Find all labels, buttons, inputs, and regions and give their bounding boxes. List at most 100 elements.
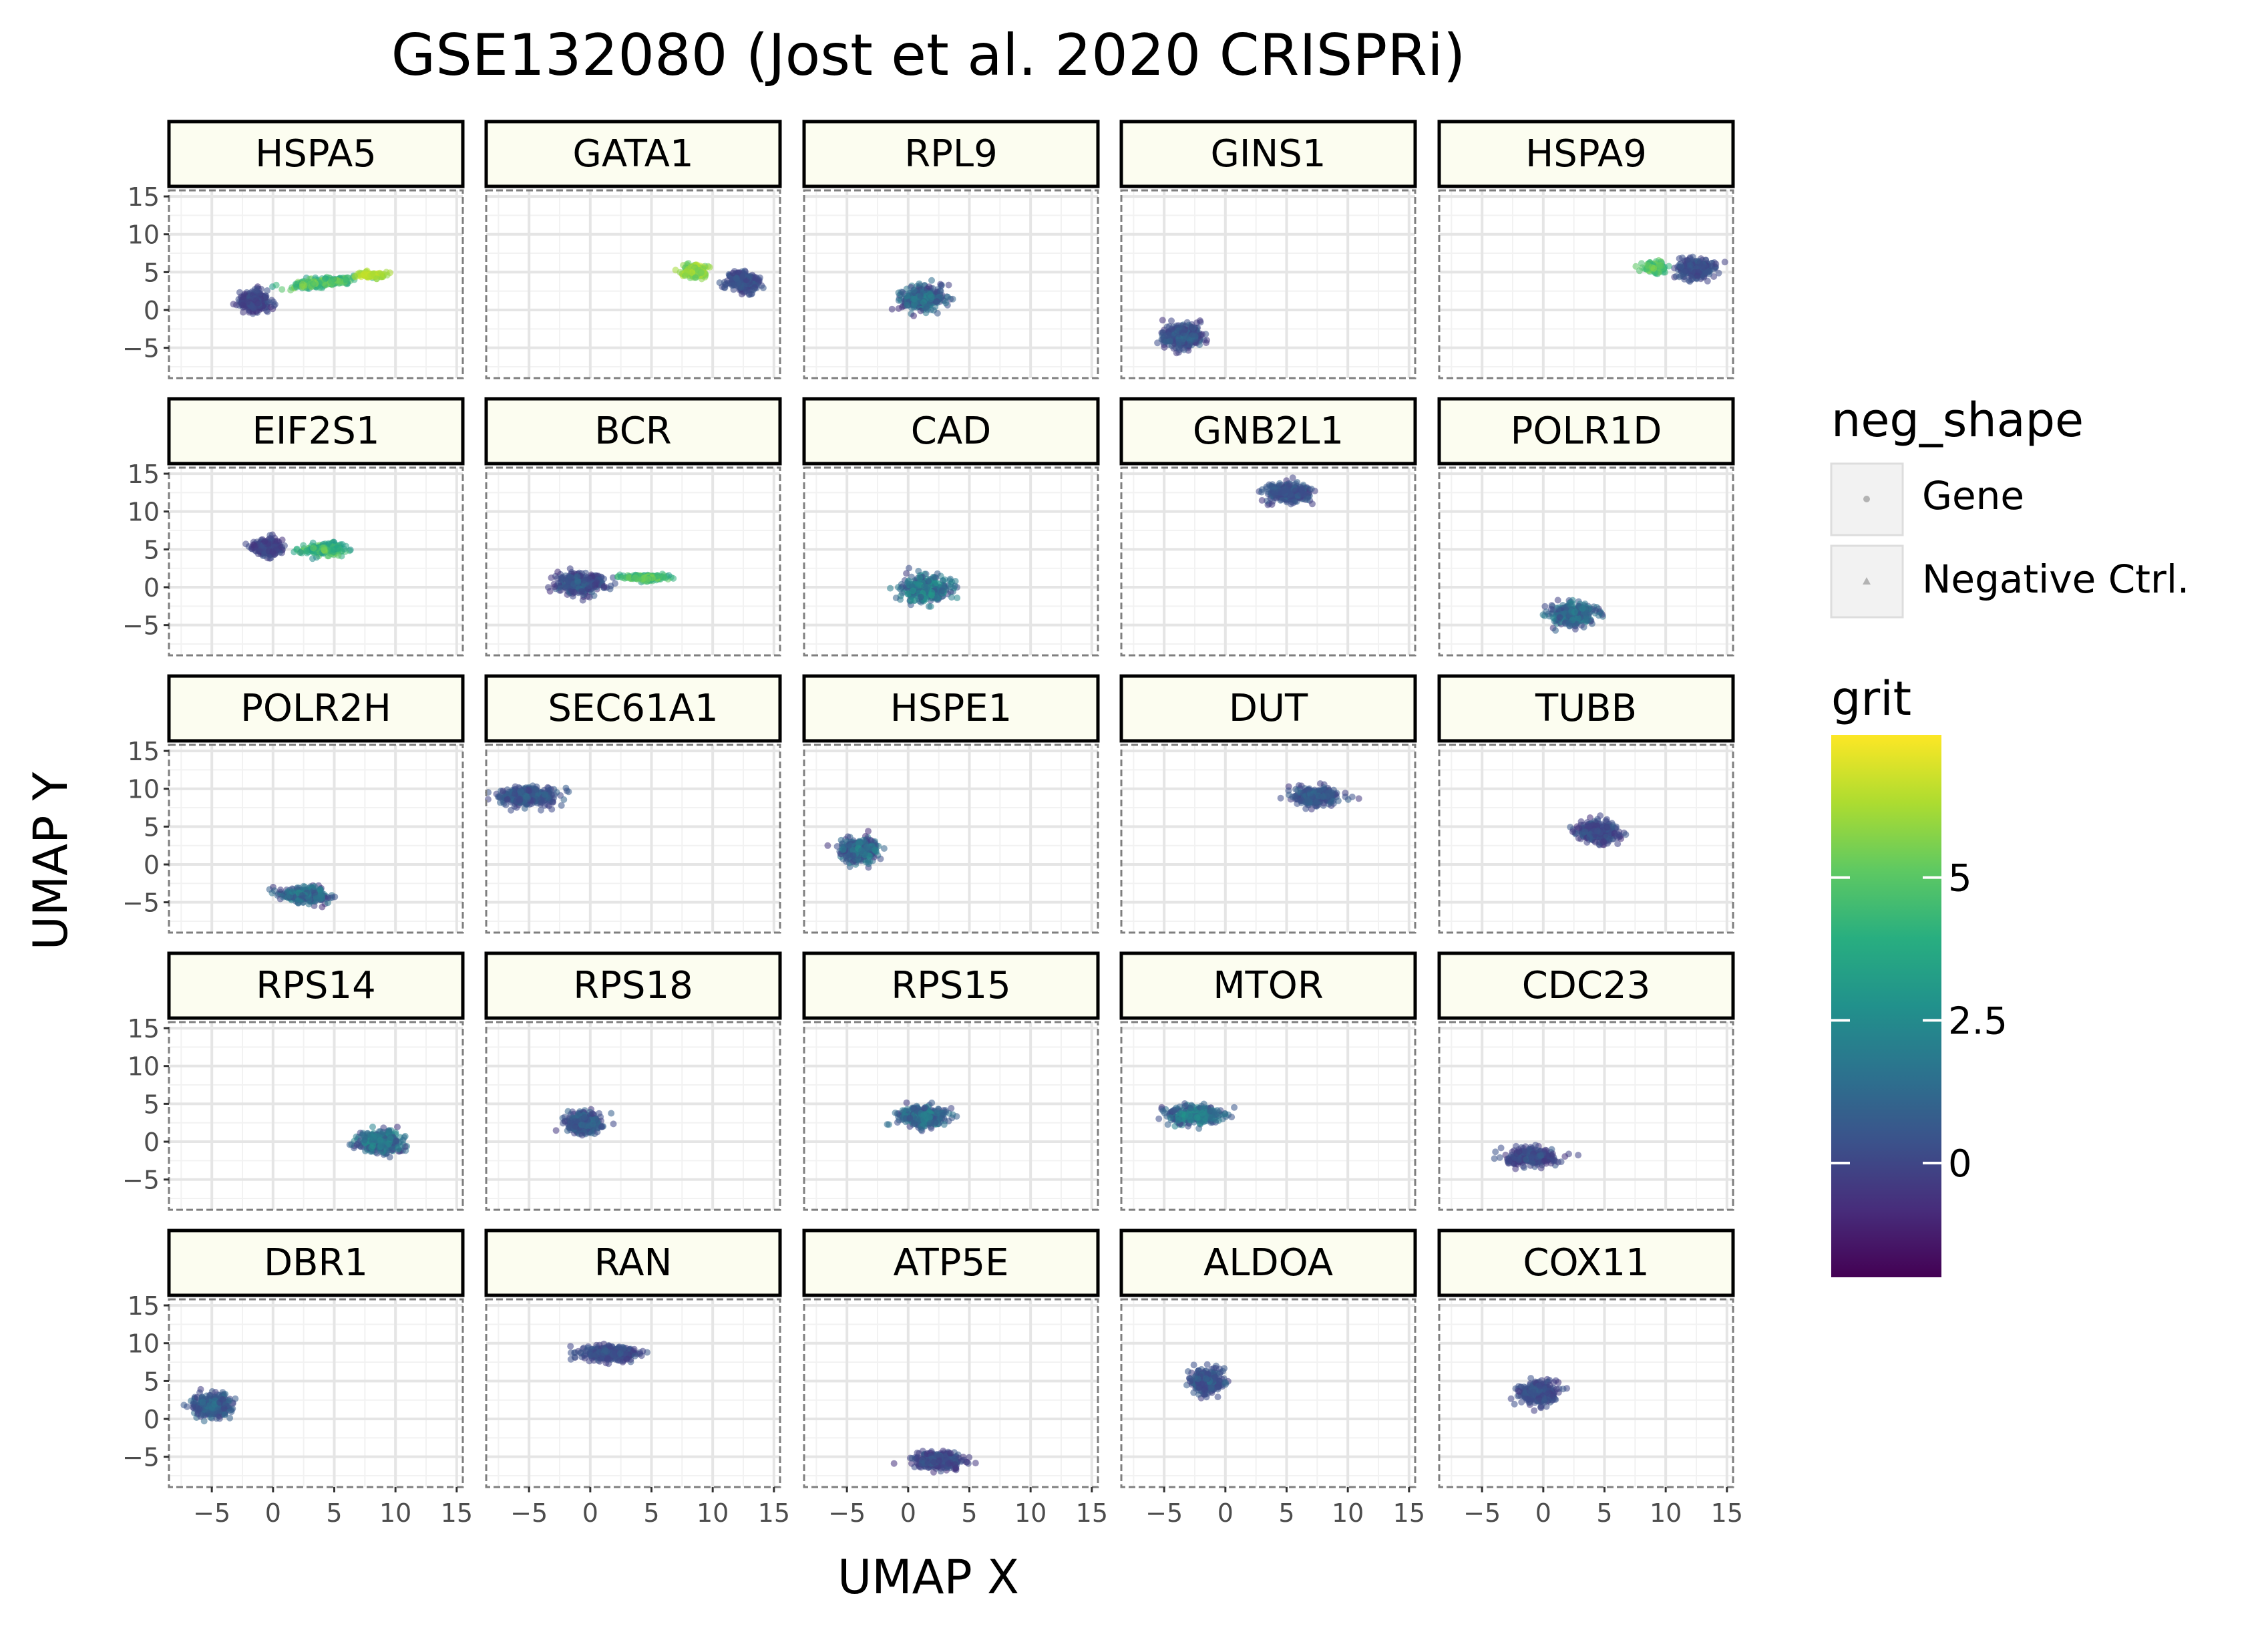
- data-point: [759, 285, 767, 291]
- data-point: [934, 309, 941, 317]
- data-point: [743, 287, 750, 295]
- data-point: [917, 292, 924, 299]
- data-point: [951, 583, 958, 590]
- data-point: [264, 308, 271, 315]
- data-point: [526, 787, 533, 794]
- facet-panel: SEC61A1: [484, 674, 782, 934]
- data-point: [1684, 267, 1692, 274]
- data-point: [322, 275, 329, 282]
- data-point: [1203, 339, 1209, 347]
- data-point: [904, 301, 910, 309]
- data-point: [277, 886, 284, 893]
- data-point: [598, 573, 605, 581]
- data-point: [240, 309, 247, 316]
- y-tick-label: −5: [122, 334, 160, 363]
- data-point: [246, 309, 253, 316]
- data-point: [910, 587, 916, 595]
- data-point: [1567, 602, 1575, 609]
- data-point: [518, 790, 525, 796]
- data-point: [698, 269, 705, 276]
- data-point: [924, 585, 931, 593]
- data-point: [892, 595, 900, 601]
- data-point: [342, 276, 349, 283]
- data-point: [319, 903, 326, 911]
- data-point: [317, 891, 325, 899]
- data-point: [1556, 614, 1563, 621]
- data-point: [322, 281, 329, 289]
- data-point: [1280, 487, 1288, 494]
- facet-panel: HSPA9: [1437, 120, 1735, 379]
- y-tick-label: 5: [144, 535, 160, 564]
- data-point: [1166, 337, 1173, 345]
- data-point: [749, 287, 757, 294]
- data-point: [310, 544, 317, 552]
- data-point: [1565, 620, 1573, 627]
- data-point: [865, 828, 872, 835]
- data-point: [333, 541, 340, 548]
- data-point: [706, 264, 713, 271]
- data-point: [916, 575, 924, 582]
- facet-strip: [167, 120, 465, 188]
- data-point: [904, 293, 911, 300]
- data-point: [586, 582, 593, 589]
- data-point: [554, 568, 562, 576]
- y-tick-label: 10: [128, 775, 160, 804]
- data-point: [1164, 332, 1171, 339]
- data-point: [383, 269, 390, 276]
- y-tick-label: 15: [128, 460, 160, 489]
- facet-strip-label: BCR: [594, 410, 671, 453]
- data-point: [574, 573, 581, 580]
- data-point: [295, 899, 302, 907]
- y-axis-label: UMAP Y: [23, 772, 78, 950]
- data-point: [532, 786, 540, 793]
- data-point: [299, 281, 306, 288]
- data-point: [942, 299, 950, 307]
- y-tick-label: −5: [122, 888, 160, 918]
- data-point: [916, 280, 923, 287]
- data-point: [292, 281, 299, 288]
- data-point: [897, 586, 904, 593]
- data-point: [297, 548, 304, 556]
- data-point: [237, 293, 244, 301]
- data-point: [1289, 474, 1296, 482]
- data-point: [910, 287, 918, 294]
- data-point: [888, 305, 896, 313]
- data-point: [933, 298, 940, 305]
- data-point: [1595, 612, 1602, 619]
- data-point: [824, 842, 831, 849]
- data-point: [508, 806, 515, 814]
- data-point: [270, 299, 277, 305]
- data-point: [325, 894, 332, 901]
- y-tick-label: 15: [128, 182, 160, 212]
- data-point: [1721, 259, 1728, 266]
- data-point: [321, 544, 327, 552]
- y-tick-label: 15: [128, 737, 160, 766]
- facet-panel: GATA1: [484, 120, 782, 379]
- data-point: [1650, 265, 1658, 272]
- data-point: [264, 287, 271, 294]
- data-point: [299, 892, 306, 899]
- data-point: [494, 793, 502, 800]
- data-point: [600, 583, 608, 590]
- data-point: [271, 550, 278, 558]
- data-point: [916, 298, 923, 305]
- data-point: [280, 893, 287, 901]
- y-tick-label: 5: [144, 812, 160, 842]
- data-point: [560, 796, 568, 803]
- data-point: [548, 574, 555, 581]
- data-point: [917, 593, 924, 601]
- y-tick-label: 5: [144, 258, 160, 287]
- data-point: [253, 287, 260, 295]
- data-point: [230, 301, 237, 308]
- data-point: [565, 578, 572, 585]
- data-point: [1712, 261, 1720, 268]
- data-point: [309, 281, 317, 287]
- facet-strip-label: GNB2L1: [1193, 410, 1344, 453]
- data-point: [586, 593, 593, 601]
- facet-strip-label: POLR2H: [240, 687, 391, 730]
- data-point: [739, 272, 746, 279]
- data-point: [1165, 323, 1173, 330]
